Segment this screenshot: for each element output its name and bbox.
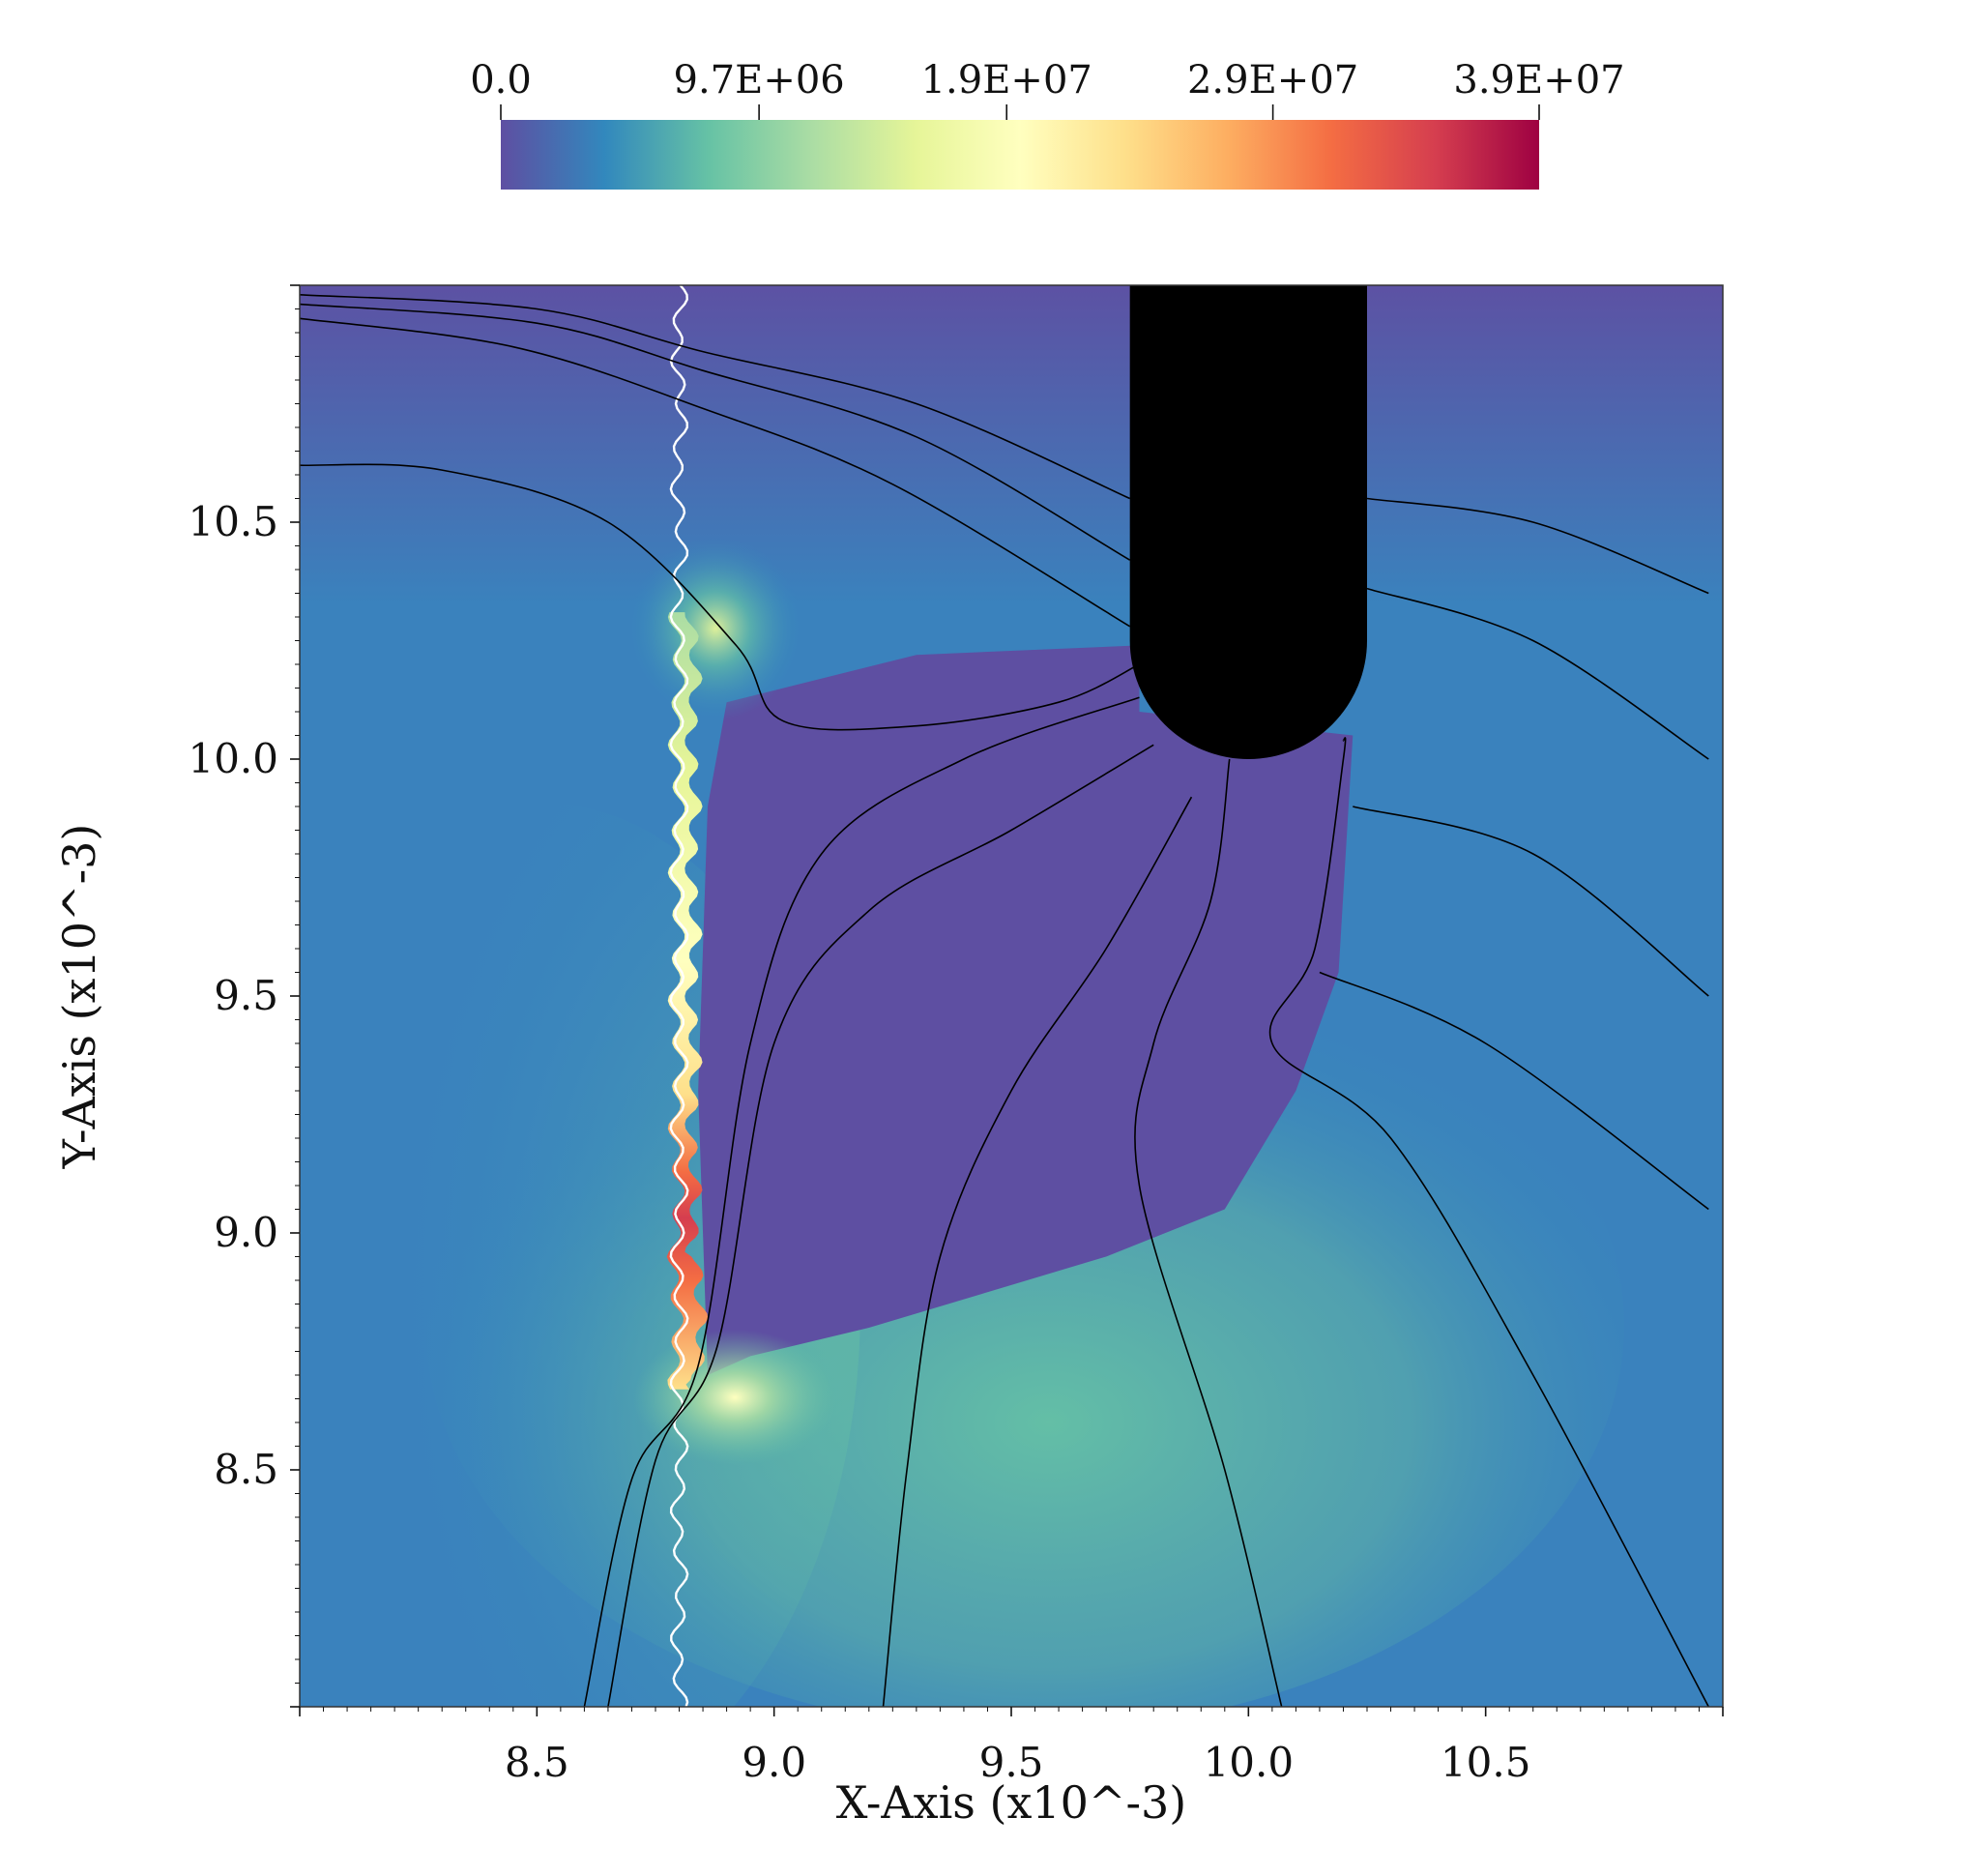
streamline <box>1319 971 1709 1211</box>
hot-spot-upper <box>628 537 802 720</box>
streamline <box>882 796 1193 1707</box>
colorbar: 0.0 9.7E+06 1.9E+07 2.9E+07 3.9E+07 <box>470 58 1625 190</box>
x-axis-title: X-Axis (x10^-3) <box>836 1776 1186 1829</box>
y-tick-label: 10.5 <box>188 498 278 545</box>
streamline <box>1268 737 1709 1707</box>
y-axis: 8.5 9.0 9.5 10.0 10.5 <box>188 284 300 1708</box>
colorbar-tick-label: 0.0 <box>470 58 532 103</box>
colorbar-ticks: 0.0 9.7E+06 1.9E+07 2.9E+07 3.9E+07 <box>470 58 1625 120</box>
y-tick-label: 10.0 <box>188 735 278 782</box>
x-tick-label: 10.5 <box>1441 1739 1531 1786</box>
streamline <box>1353 806 1709 997</box>
x-tick-label: 10.0 <box>1204 1739 1295 1786</box>
streamlines <box>300 294 1709 1707</box>
streamline <box>300 303 1131 561</box>
y-tick-label: 9.0 <box>214 1209 278 1256</box>
streamline <box>607 744 1154 1707</box>
low-value-region <box>698 645 1354 1375</box>
interface-line <box>669 285 689 1707</box>
interface-band <box>666 612 709 1390</box>
streamline <box>300 294 1130 500</box>
streamline <box>1366 587 1709 760</box>
x-tick-label: 8.5 <box>505 1739 569 1786</box>
y-tick-label: 9.5 <box>214 972 278 1019</box>
colorbar-tick-label: 2.9E+07 <box>1187 58 1358 103</box>
streamline <box>1366 497 1709 595</box>
hot-spot-lower <box>633 1330 836 1465</box>
x-tick-label: 9.5 <box>979 1739 1044 1786</box>
colorbar-tick-label: 1.9E+07 <box>921 58 1092 103</box>
x-tick-label: 9.0 <box>742 1739 806 1786</box>
streamline <box>300 463 1140 731</box>
colorbar-tick-label: 9.7E+06 <box>674 58 845 103</box>
streamline <box>1134 758 1283 1707</box>
y-tick-label: 8.5 <box>214 1446 278 1493</box>
y-axis-title: Y-Axis (x10^-3) <box>53 824 105 1170</box>
streamline <box>300 317 1131 628</box>
plot-area <box>300 285 1723 1707</box>
streamline <box>583 696 1140 1707</box>
colorbar-gradient <box>501 120 1539 190</box>
x-axis: 8.5 9.0 9.5 10.0 10.5 <box>299 1707 1724 1786</box>
colorbar-tick-label: 3.9E+07 <box>1453 58 1624 103</box>
field-top-shade <box>300 285 1723 604</box>
obstacle <box>1129 285 1367 759</box>
